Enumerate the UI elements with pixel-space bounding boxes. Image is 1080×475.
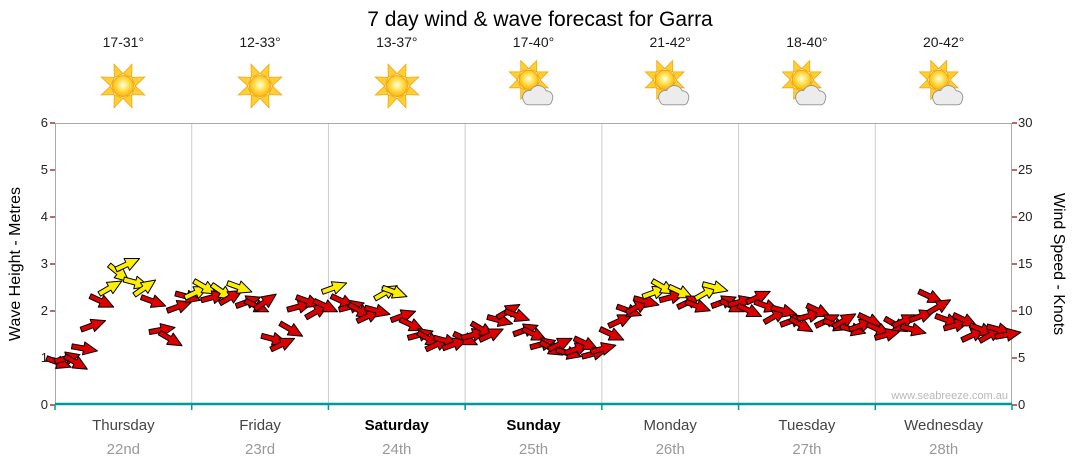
wind-arrow <box>607 314 633 329</box>
day-temp-label: 12-33° <box>239 34 281 50</box>
wind-arrow <box>389 309 417 323</box>
wind-axis-tick-label: 20 <box>1018 209 1033 224</box>
day-temp-label: 18-40° <box>786 34 828 50</box>
wave-axis-tick-label: 4 <box>40 209 48 224</box>
day-date-label: 28th <box>929 441 959 458</box>
sun-cloud-icon <box>508 59 553 106</box>
sun-cloud-icon <box>644 59 690 106</box>
wave-axis-tick-label: 5 <box>40 162 48 177</box>
wind-arrow <box>917 288 943 303</box>
day-name-label: Sunday <box>506 417 561 434</box>
wind-arrow <box>88 293 115 308</box>
wind-arrow <box>926 299 952 316</box>
wave-axis-tick-label: 3 <box>40 256 48 271</box>
day-date-label: 25th <box>518 441 549 458</box>
wind-axis-tick-label: 5 <box>1018 350 1026 365</box>
wind-arrow <box>148 323 176 337</box>
day-date-label: 22nd <box>106 441 141 458</box>
day-name-label: Thursday <box>92 417 155 434</box>
wave-axis-tick-label: 0 <box>40 397 48 412</box>
wind-arrow <box>745 290 771 306</box>
sun-cloud-icon <box>781 59 827 106</box>
wind-arrow <box>398 316 425 332</box>
wind-arrow <box>667 283 694 299</box>
day-name-label: Monday <box>643 417 697 434</box>
day-temp-label: 17-40° <box>512 34 555 50</box>
wind-arrow <box>788 315 814 333</box>
day-temp-label: 21-42° <box>649 34 691 50</box>
sun-icon <box>237 63 283 109</box>
wind-arrow <box>114 258 141 273</box>
sun-cloud-icon <box>918 59 963 106</box>
wind-arrow <box>363 303 391 318</box>
wind-arrow <box>831 313 857 330</box>
day-date-label: 27th <box>792 441 822 458</box>
wind-arrow <box>805 302 831 317</box>
wind-arrow <box>521 326 547 341</box>
wind-arrow <box>218 289 243 307</box>
wind-arrow <box>650 278 676 295</box>
wind-arrow <box>598 326 625 341</box>
day-name-label: Saturday <box>364 417 429 434</box>
wind-arrow <box>701 280 729 295</box>
wind-arrow <box>312 298 339 313</box>
wind-arrow <box>994 327 1022 342</box>
wave-axis-title: Wave Height - Metres <box>7 186 24 342</box>
wind-arrow <box>899 322 927 337</box>
wind-axis-tick-label: 10 <box>1018 303 1033 318</box>
day-temp-label: 17-31° <box>102 34 145 50</box>
wind-arrow <box>70 341 98 356</box>
day-temp-label: 20-42° <box>922 34 965 50</box>
day-date-label: 24th <box>382 441 412 458</box>
wind-arrow <box>320 281 348 295</box>
wind-arrow <box>165 300 193 314</box>
day-temp-label: 13-37° <box>376 34 418 50</box>
wind-arrow <box>97 280 123 297</box>
wind-arrow <box>546 337 573 353</box>
wind-arrow <box>139 294 167 308</box>
sun-icon <box>374 63 420 109</box>
day-name-label: Tuesday <box>778 417 836 434</box>
wind-arrow <box>63 353 88 370</box>
page-title: 7 day wind & wave forecast for Garra <box>367 8 713 31</box>
wind-arrow <box>478 328 504 343</box>
day-name-label: Friday <box>239 417 281 434</box>
wind-arrow <box>157 330 183 347</box>
wind-arrow <box>132 279 157 298</box>
day-name-label: Wednesday <box>904 417 984 434</box>
wave-axis-tick-label: 6 <box>40 115 48 130</box>
watermark: www.seabreeze.com.au <box>891 390 1008 402</box>
wind-arrow <box>79 318 106 333</box>
wave-axis-tick-label: 1 <box>40 350 48 365</box>
wind-axis-tick-label: 0 <box>1018 397 1026 412</box>
sun-icon <box>100 63 147 109</box>
wind-arrow <box>252 293 277 312</box>
wind-arrow <box>736 302 763 317</box>
wind-arrow <box>503 308 530 322</box>
day-date-label: 26th <box>655 441 685 458</box>
wind-arrow <box>226 280 253 294</box>
wind-arrow <box>192 278 218 295</box>
wind-arrow <box>589 342 617 356</box>
wind-chart <box>45 122 1022 410</box>
wind-arrow <box>381 284 408 299</box>
wind-axis-title: Wind Speed - Knots <box>1050 192 1067 336</box>
wind-axis-tick-label: 30 <box>1018 115 1033 130</box>
wind-arrow <box>684 299 711 313</box>
wind-axis-tick-label: 25 <box>1018 162 1033 177</box>
wind-axis-tick-label: 15 <box>1018 256 1033 271</box>
wind-arrow <box>278 320 304 337</box>
wind-arrow <box>269 337 296 353</box>
wind-arrow <box>770 303 798 318</box>
wind-arrow <box>873 327 901 342</box>
day-date-label: 23rd <box>245 441 276 458</box>
wave-axis-tick-label: 2 <box>40 303 48 318</box>
